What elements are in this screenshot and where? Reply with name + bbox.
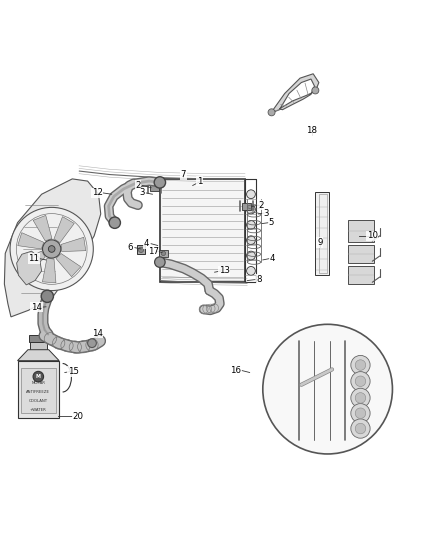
- Circle shape: [247, 190, 255, 199]
- Circle shape: [42, 240, 61, 258]
- Bar: [159, 250, 168, 257]
- Circle shape: [247, 205, 255, 214]
- Circle shape: [247, 251, 255, 260]
- Text: 11: 11: [28, 254, 39, 263]
- Text: 3: 3: [140, 189, 145, 197]
- Text: 5: 5: [269, 218, 274, 227]
- Text: 2: 2: [258, 201, 263, 209]
- Polygon shape: [61, 237, 86, 252]
- Bar: [150, 184, 159, 191]
- Circle shape: [351, 372, 370, 391]
- Circle shape: [355, 376, 366, 386]
- Polygon shape: [4, 179, 101, 317]
- Circle shape: [351, 388, 370, 408]
- Circle shape: [48, 246, 55, 252]
- Text: 8: 8: [257, 275, 262, 284]
- Text: 18: 18: [306, 126, 318, 135]
- Bar: [160, 179, 245, 282]
- Bar: [21, 368, 56, 413]
- Text: 13: 13: [219, 266, 230, 276]
- Circle shape: [109, 217, 120, 229]
- Text: 10: 10: [367, 231, 378, 240]
- Polygon shape: [18, 233, 44, 249]
- Text: 15: 15: [68, 367, 79, 376]
- Text: 7: 7: [180, 170, 186, 179]
- Circle shape: [88, 339, 96, 348]
- Text: MOPAR: MOPAR: [32, 382, 45, 385]
- Polygon shape: [271, 74, 319, 113]
- Text: 12: 12: [92, 189, 103, 197]
- Polygon shape: [20, 251, 45, 273]
- Circle shape: [312, 87, 319, 94]
- Text: 4: 4: [270, 254, 275, 263]
- Circle shape: [268, 109, 275, 116]
- Circle shape: [41, 290, 53, 302]
- Bar: [242, 203, 251, 209]
- Circle shape: [263, 324, 392, 454]
- Bar: [30, 342, 47, 350]
- Polygon shape: [17, 251, 42, 285]
- Circle shape: [155, 257, 165, 268]
- Bar: [18, 361, 59, 418]
- Circle shape: [154, 177, 166, 188]
- Text: 6: 6: [128, 243, 133, 252]
- Text: 16: 16: [230, 366, 241, 375]
- Circle shape: [351, 419, 370, 438]
- Text: M: M: [36, 374, 41, 379]
- Circle shape: [161, 251, 166, 255]
- Circle shape: [355, 423, 366, 434]
- Circle shape: [138, 247, 144, 253]
- Bar: [29, 335, 47, 342]
- Polygon shape: [42, 258, 56, 283]
- Circle shape: [33, 372, 43, 382]
- Bar: [137, 246, 145, 254]
- Circle shape: [247, 221, 255, 229]
- Text: 20: 20: [72, 412, 84, 421]
- Text: 2: 2: [135, 181, 141, 190]
- Bar: [319, 194, 327, 273]
- Polygon shape: [33, 215, 52, 241]
- Text: 9: 9: [317, 238, 322, 247]
- Circle shape: [355, 393, 366, 403]
- Text: +WATER: +WATER: [30, 408, 47, 411]
- Circle shape: [351, 403, 370, 423]
- Circle shape: [351, 356, 370, 375]
- Polygon shape: [54, 216, 74, 243]
- Text: 17: 17: [148, 247, 159, 256]
- Text: 4: 4: [144, 239, 149, 248]
- Polygon shape: [18, 350, 59, 361]
- Text: 14: 14: [92, 328, 103, 337]
- Bar: [315, 192, 328, 275]
- Text: 3: 3: [263, 208, 268, 217]
- Bar: [348, 265, 374, 284]
- Bar: [348, 245, 374, 263]
- Text: COOLANT: COOLANT: [29, 399, 48, 403]
- Circle shape: [355, 408, 366, 418]
- Polygon shape: [56, 254, 81, 277]
- Circle shape: [10, 207, 93, 290]
- Text: ANTIFREEZE: ANTIFREEZE: [26, 390, 50, 394]
- Circle shape: [247, 236, 255, 245]
- Circle shape: [355, 360, 366, 370]
- Text: 14: 14: [31, 303, 42, 312]
- Text: 1: 1: [197, 176, 202, 185]
- Circle shape: [247, 266, 255, 275]
- Bar: [348, 220, 374, 243]
